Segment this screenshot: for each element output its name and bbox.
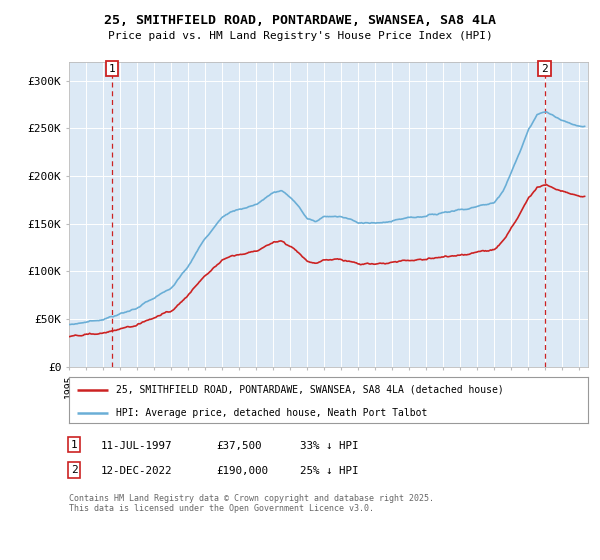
Text: 11-JUL-1997: 11-JUL-1997 — [101, 441, 172, 451]
Text: £37,500: £37,500 — [216, 441, 262, 451]
Text: 25% ↓ HPI: 25% ↓ HPI — [300, 466, 359, 477]
Text: 25, SMITHFIELD ROAD, PONTARDAWE, SWANSEA, SA8 4LA (detached house): 25, SMITHFIELD ROAD, PONTARDAWE, SWANSEA… — [116, 385, 503, 395]
Text: 2: 2 — [71, 465, 77, 475]
Text: 1: 1 — [71, 440, 77, 450]
Text: 33% ↓ HPI: 33% ↓ HPI — [300, 441, 359, 451]
Text: Contains HM Land Registry data © Crown copyright and database right 2025.
This d: Contains HM Land Registry data © Crown c… — [69, 494, 434, 514]
Text: £190,000: £190,000 — [216, 466, 268, 477]
Text: Price paid vs. HM Land Registry's House Price Index (HPI): Price paid vs. HM Land Registry's House … — [107, 31, 493, 41]
Text: 1: 1 — [109, 63, 115, 73]
Text: 25, SMITHFIELD ROAD, PONTARDAWE, SWANSEA, SA8 4LA: 25, SMITHFIELD ROAD, PONTARDAWE, SWANSEA… — [104, 14, 496, 27]
Text: HPI: Average price, detached house, Neath Port Talbot: HPI: Average price, detached house, Neat… — [116, 408, 427, 418]
Text: 12-DEC-2022: 12-DEC-2022 — [101, 466, 172, 477]
Text: 2: 2 — [541, 63, 548, 73]
